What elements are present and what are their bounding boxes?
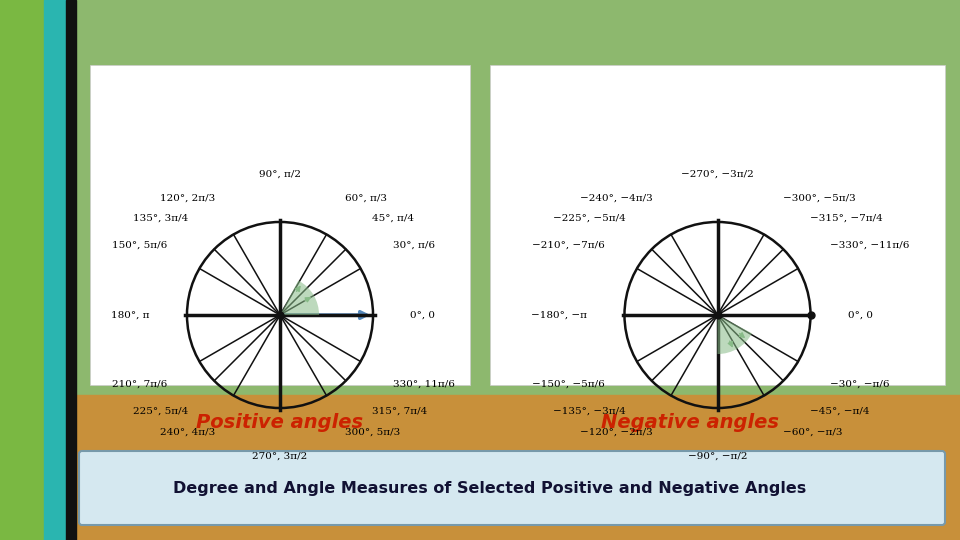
Text: 210°, 7π/6: 210°, 7π/6 [112,380,167,389]
Text: −135°, −3π/4: −135°, −3π/4 [553,407,625,416]
Text: 120°, 2π/3: 120°, 2π/3 [159,193,215,202]
Text: 150°, 5π/6: 150°, 5π/6 [112,241,167,250]
Text: 0°, 0: 0°, 0 [848,310,873,320]
Text: −180°, −π: −180°, −π [531,310,588,320]
Text: Positive angles: Positive angles [197,413,364,431]
Bar [0,0,44,540]
Text: 90°, π/2: 90°, π/2 [259,169,301,178]
Text: 225°, 5π/4: 225°, 5π/4 [132,407,188,416]
Wedge shape [280,280,319,315]
Bar [44,0,66,540]
Bar [0,395,960,540]
Text: −60°, −π/3: −60°, −π/3 [782,428,842,437]
Bar [66,0,76,540]
Text: −300°, −5π/3: −300°, −5π/3 [782,193,855,202]
FancyBboxPatch shape [79,451,945,525]
Bar [490,65,945,385]
Text: 60°, π/3: 60°, π/3 [345,193,387,202]
Text: −240°, −4π/3: −240°, −4π/3 [580,193,653,202]
Text: 315°, 7π/4: 315°, 7π/4 [372,407,427,416]
Text: −120°, −2π/3: −120°, −2π/3 [580,428,653,437]
Text: −45°, −π/4: −45°, −π/4 [809,407,869,416]
Text: 300°, 5π/3: 300°, 5π/3 [345,428,400,437]
Text: −30°, −π/6: −30°, −π/6 [830,380,890,389]
Text: 135°, 3π/4: 135°, 3π/4 [132,214,188,223]
Text: 240°, 4π/3: 240°, 4π/3 [159,428,215,437]
Wedge shape [717,315,752,354]
Text: −225°, −5π/4: −225°, −5π/4 [553,214,625,223]
Text: 30°, π/6: 30°, π/6 [393,241,435,250]
Text: 270°, 3π/2: 270°, 3π/2 [252,452,307,461]
Text: 0°, 0: 0°, 0 [410,310,435,320]
Text: 330°, 11π/6: 330°, 11π/6 [393,380,455,389]
Text: −330°, −11π/6: −330°, −11π/6 [830,241,910,250]
Text: Negative angles: Negative angles [601,413,779,431]
Text: −315°, −7π/4: −315°, −7π/4 [809,214,882,223]
Text: −150°, −5π/6: −150°, −5π/6 [532,380,605,389]
Text: 45°, π/4: 45°, π/4 [372,214,414,223]
Text: Degree and Angle Measures of Selected Positive and Negative Angles: Degree and Angle Measures of Selected Po… [174,481,806,496]
Text: −270°, −3π/2: −270°, −3π/2 [682,169,754,178]
Text: −210°, −7π/6: −210°, −7π/6 [532,241,605,250]
Text: −90°, −π/2: −90°, −π/2 [687,452,747,461]
Bar [90,65,470,385]
Text: 180°, π: 180°, π [111,310,150,320]
